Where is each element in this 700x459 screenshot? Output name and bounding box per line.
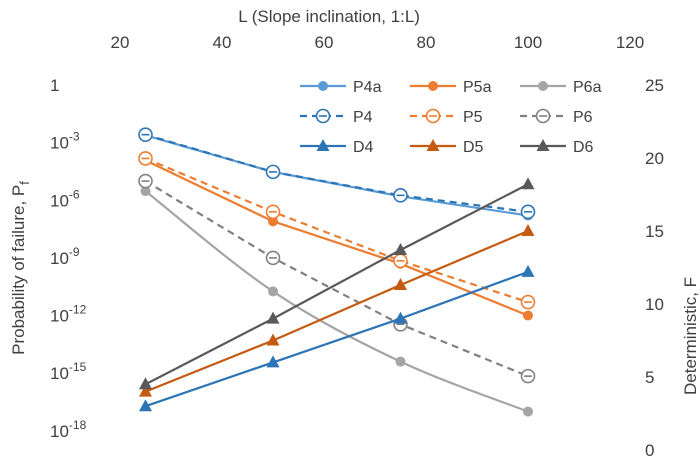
data-point-p6: [520, 368, 536, 384]
data-point-p5a: [523, 310, 533, 321]
data-point-d4: [521, 264, 535, 277]
series-line-d6: [144, 183, 529, 386]
data-point-p6a: [395, 356, 406, 367]
data-point-p6: [138, 173, 153, 189]
data-point-p4: [265, 164, 281, 180]
x-tick-label: 20: [111, 33, 130, 52]
y-right-axis-title: Deterministic, F: [681, 277, 700, 395]
data-point-p5a: [268, 216, 278, 227]
series-line-d4: [145, 270, 529, 408]
y-left-tick-label: 10-9: [50, 245, 80, 268]
legend-marker-p4: [315, 108, 331, 124]
data-point-p4: [520, 204, 536, 220]
series-d5: [139, 224, 535, 397]
series-line-p6a: [144, 190, 529, 413]
legend-label-p6a: P6a: [573, 79, 602, 96]
legend-marker-d4: [316, 139, 330, 151]
data-point-p6a: [523, 406, 533, 417]
y-right-tick-label: 0: [645, 441, 654, 459]
x-axis-title: L (Slope inclination, 1:L): [238, 7, 420, 26]
legend-label-p6: P6: [573, 109, 593, 126]
plot-area: [138, 127, 536, 417]
legend-item-d6: D6: [520, 139, 594, 156]
data-point-p4: [138, 127, 153, 142]
legend-label-d4: D4: [353, 139, 374, 156]
legend-marker-p5a: [428, 81, 438, 91]
series-p5: [138, 151, 536, 310]
legend-item-p4a: P4a: [300, 79, 382, 96]
y-right-tick-label: 25: [645, 76, 664, 95]
data-point-d6: [139, 377, 152, 390]
data-point-d5: [266, 333, 280, 346]
y-left-tick-label: 10-15: [50, 360, 87, 383]
series-line-p4: [145, 133, 529, 213]
y-left-tick-label: 10-18: [50, 418, 87, 441]
legend-item-d5: D5: [410, 139, 484, 156]
data-point-d4: [139, 399, 152, 412]
data-point-d6: [521, 177, 535, 190]
legend-label-p4a: P4a: [353, 79, 382, 96]
data-point-d5: [139, 384, 152, 397]
series-line-p6: [144, 180, 529, 378]
series-d6: [139, 177, 535, 390]
axes: L (Slope inclination, 1:L)20 40 60 80 100 120…: [9, 7, 700, 459]
series-line-d5: [145, 229, 529, 393]
series-line-p5a: [145, 159, 529, 317]
data-point-p5: [265, 204, 281, 220]
data-point-d6: [394, 242, 407, 255]
data-point-p4: [393, 188, 408, 203]
legend-marker-p6: [535, 108, 551, 124]
y-right-tick-label: 5: [645, 368, 654, 387]
series-line-p5: [145, 157, 529, 304]
y-left-tick-label: 10-12: [50, 303, 87, 326]
y-right-tick-label: 15: [645, 222, 664, 241]
data-point-p5: [138, 151, 153, 166]
y-right-tick-label: 10: [645, 295, 664, 314]
y-right-tick-label: 20: [645, 149, 664, 168]
legend-label-p5: P5: [463, 109, 483, 126]
data-point-d5: [394, 278, 407, 291]
x-tick-label: 80: [417, 33, 436, 52]
legend: P4a P5a P6a P4 P5 P6 D4 D5 D6: [300, 79, 602, 156]
series-d4: [139, 264, 535, 412]
data-point-p5: [520, 294, 536, 310]
x-tick-label: 100: [514, 33, 542, 52]
data-point-d4: [266, 355, 280, 368]
series-p6: [138, 173, 536, 384]
y-left-axis-title: Probability of failure, Pf: [9, 181, 32, 355]
legend-label-p4: P4: [353, 109, 373, 126]
data-point-d6: [266, 311, 280, 324]
legend-label-d6: D6: [573, 139, 594, 156]
data-point-d5: [521, 224, 535, 236]
y-left-tick-label: 1: [50, 76, 59, 95]
legend-marker-d5: [426, 139, 440, 151]
series-p4: [138, 127, 536, 220]
series-p6a: [140, 186, 533, 417]
x-tick-label: 60: [315, 33, 334, 52]
data-point-p6a: [140, 186, 151, 197]
data-point-p5: [393, 253, 408, 269]
y-left-tick-label: 10-6: [50, 187, 80, 210]
legend-item-d4: D4: [300, 139, 374, 156]
legend-item-p5a: P5a: [410, 79, 492, 96]
legend-label-p5a: P5a: [463, 79, 492, 96]
legend-label-d5: D5: [463, 139, 484, 156]
data-point-d4: [394, 311, 407, 324]
legend-marker-p5: [425, 108, 441, 124]
legend-item-p6a: P6a: [520, 79, 602, 96]
x-tick-label: 120: [616, 33, 644, 52]
data-point-p6a: [268, 286, 278, 297]
y-left-tick-label: 10-3: [50, 130, 80, 153]
series-p5a: [140, 155, 533, 321]
legend-marker-p6a: [538, 81, 548, 91]
data-point-p6: [265, 250, 281, 266]
x-tick-label: 40: [213, 33, 232, 52]
legend-item-p6: P6: [520, 108, 593, 126]
legend-item-p5: P5: [410, 108, 483, 126]
legend-marker-d6: [536, 139, 550, 151]
legend-marker-p4a: [318, 81, 328, 91]
legend-item-p4: P4: [300, 108, 373, 126]
